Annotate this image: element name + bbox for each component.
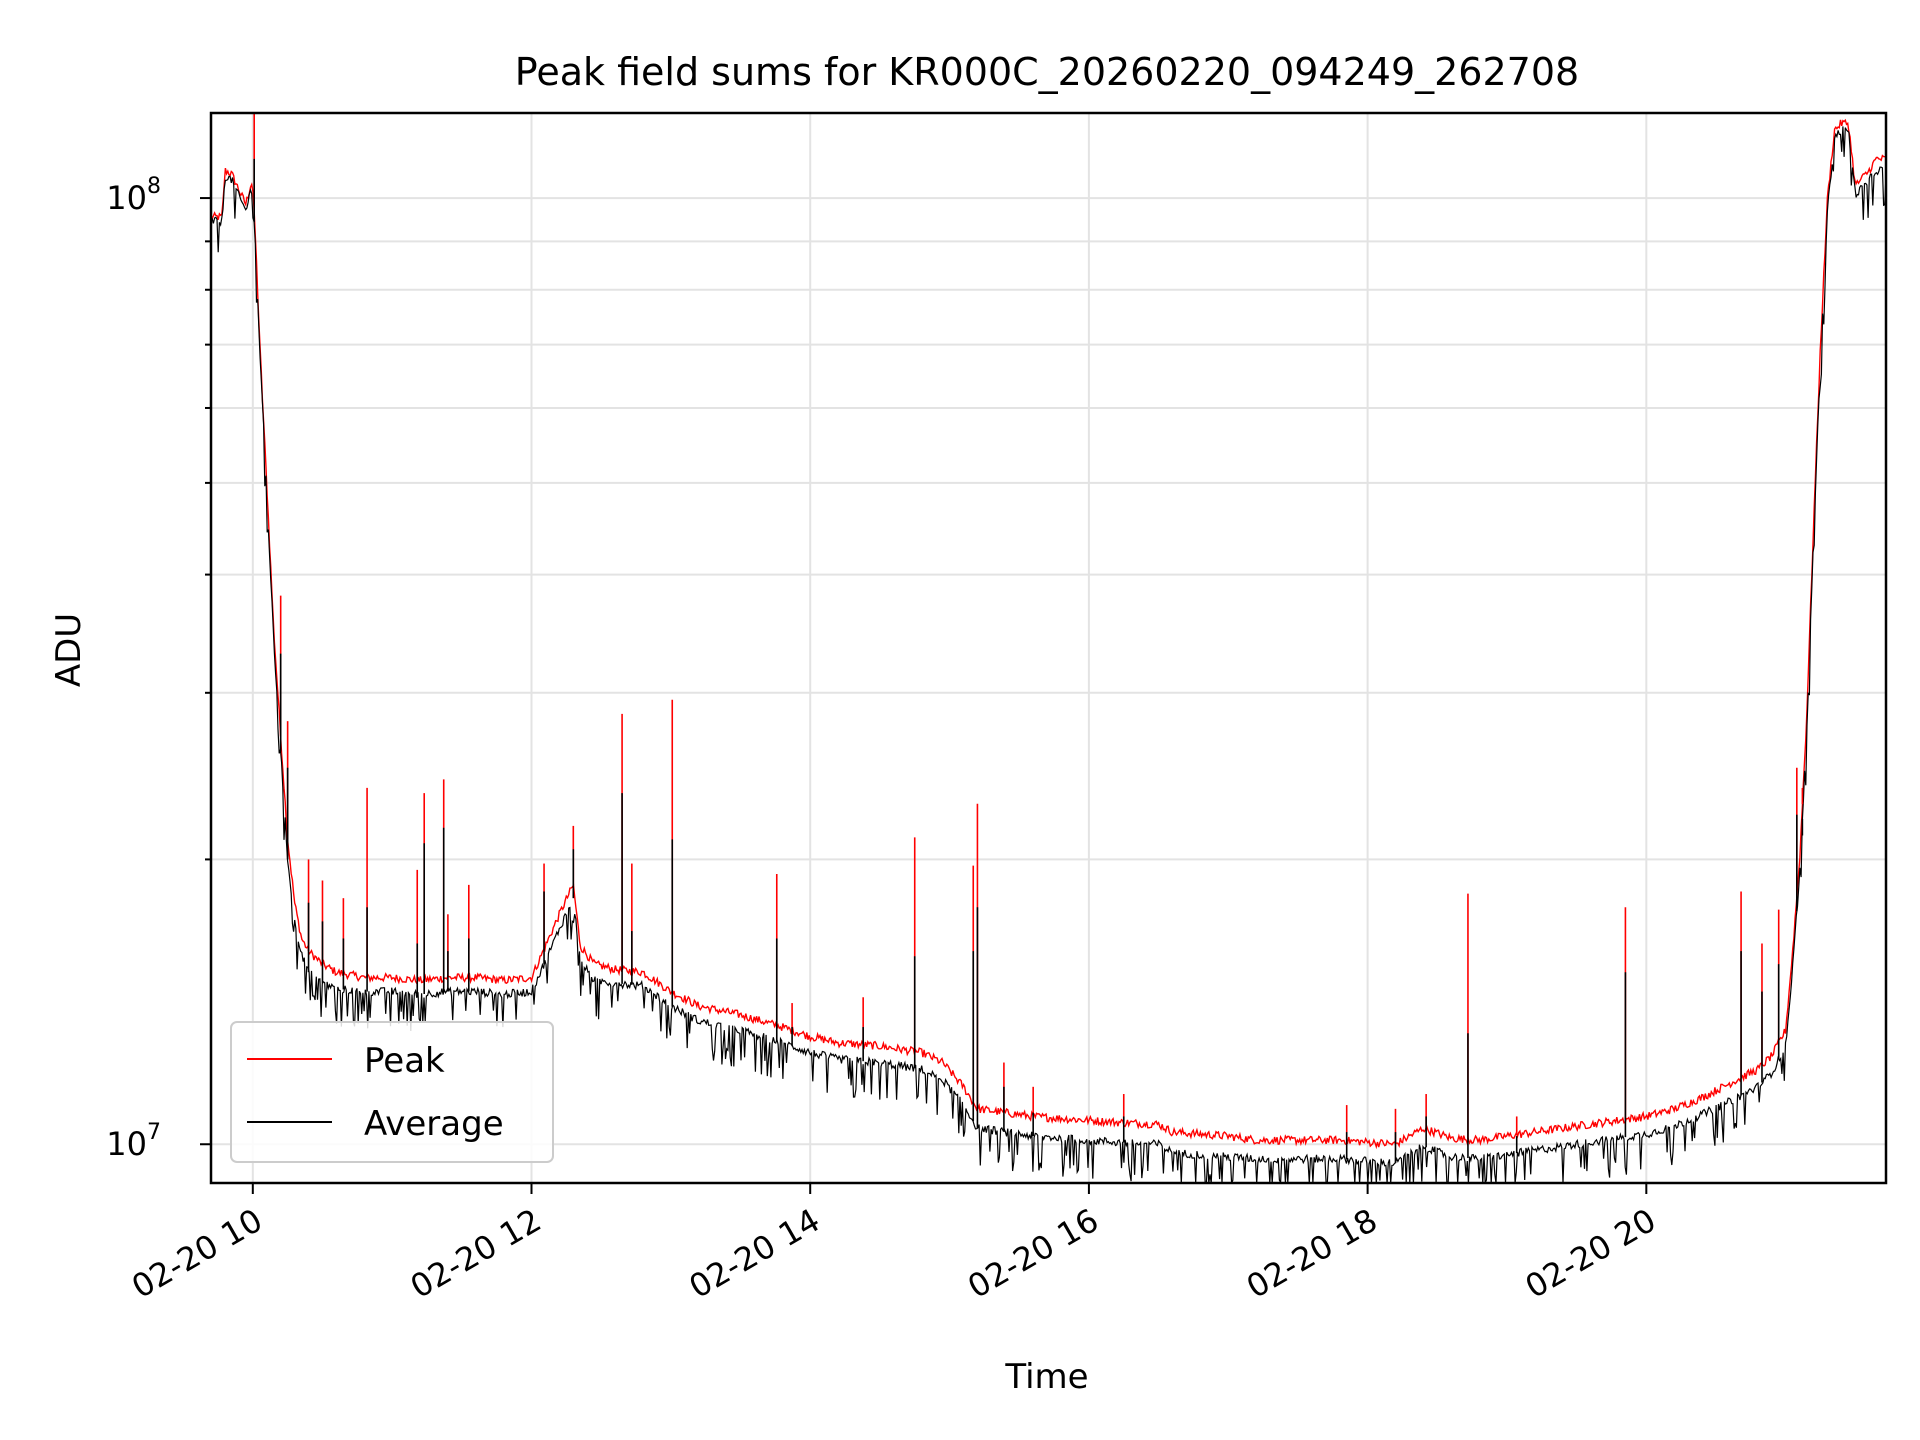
- plot-frame: [209, 111, 1888, 1185]
- x-tick-label: 02-20 20: [1519, 1201, 1663, 1306]
- legend-box: [230, 1021, 554, 1163]
- peak-series-line: [210, 118, 1887, 1150]
- legend-average-label: Average: [364, 1104, 504, 1144]
- y-tick-exponent: 7: [147, 1120, 161, 1145]
- grid: [211, 113, 1886, 1183]
- x-axis-label: Time: [1004, 1357, 1088, 1397]
- x-tick-label: 02-20 18: [1240, 1201, 1384, 1306]
- y-axis-label: ADU: [49, 613, 89, 687]
- average-series-line: [210, 126, 1887, 1185]
- legend: Peak Average: [230, 1021, 554, 1163]
- y-tick-label: 107: [106, 1120, 161, 1163]
- y-axis-ticks: 107 108: [106, 174, 211, 1163]
- x-tick-label: 02-20 14: [683, 1201, 827, 1306]
- y-tick-exponent: 8: [147, 174, 161, 199]
- chart-title: Peak field sums for KR000C_20260220_0942…: [515, 50, 1579, 94]
- legend-peak-label: Peak: [364, 1041, 445, 1081]
- x-axis-ticks: 02-20 10 02-20 12 02-20 14 02-20 16 02-20 18…: [125, 1183, 1662, 1306]
- x-tick-label: 02-20 12: [404, 1201, 548, 1306]
- x-tick-label: 02-20 16: [961, 1201, 1105, 1306]
- x-tick-label: 02-20 10: [125, 1201, 269, 1306]
- plot-area: [210, 113, 1887, 1185]
- y-tick-label: 108: [106, 174, 161, 217]
